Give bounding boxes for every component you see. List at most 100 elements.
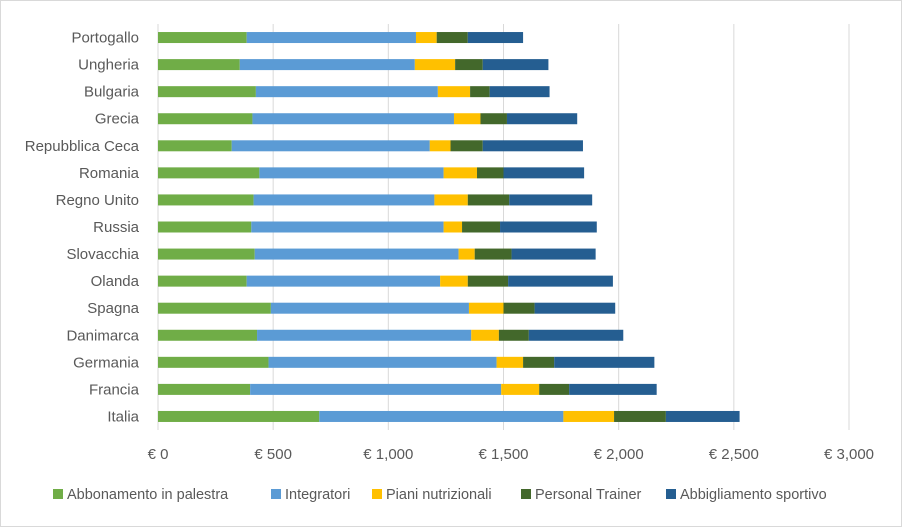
bar-olanda-series-0 (158, 275, 247, 287)
bar-grecia-series-4 (506, 113, 578, 125)
category-label: Italia (107, 408, 139, 425)
category-label: Slovacchia (66, 246, 139, 263)
bar-grecia-series-3 (480, 113, 507, 125)
bar-olanda-series-2 (440, 275, 468, 287)
bar-ungheria-series-1 (239, 59, 415, 71)
bar-regno-unito-series-3 (467, 194, 510, 206)
bar-francia-series-1 (250, 383, 502, 395)
legend-swatch (372, 489, 382, 499)
legend-label: Abbonamento in palestra (67, 487, 229, 503)
bar-italia-series-0 (158, 410, 320, 422)
x-tick-label: € 0 (148, 446, 169, 463)
category-label: Russia (93, 219, 140, 236)
bar-portogallo-series-4 (467, 32, 524, 44)
bar-francia-series-4 (569, 383, 657, 395)
x-tick-label: € 1,500 (478, 446, 528, 463)
category-label: Bulgaria (84, 84, 140, 101)
category-label: Romania (79, 165, 140, 182)
bar-bulgaria-series-4 (489, 86, 550, 98)
bar-italia-series-1 (319, 410, 564, 422)
bar-regno-unito-series-4 (509, 194, 593, 206)
x-tick-label: € 2,500 (709, 446, 759, 463)
bar-bulgaria-series-0 (158, 86, 256, 98)
category-label: Ungheria (78, 57, 140, 74)
legend-label: Piani nutrizionali (386, 487, 492, 503)
bar-germania-series-3 (523, 356, 555, 368)
category-label: Portogallo (71, 30, 139, 47)
bar-regno-unito-series-2 (434, 194, 468, 206)
bar-danimarca-series-1 (257, 329, 472, 341)
bar-portogallo-series-2 (415, 32, 437, 44)
bar-spagna-series-4 (534, 302, 616, 314)
category-label: Francia (89, 381, 140, 398)
bar-russia-series-0 (158, 221, 252, 233)
bar-ungheria-series-2 (414, 59, 456, 71)
bar-romania-series-0 (158, 167, 260, 179)
bars-group (158, 32, 740, 422)
bar-italia-series-4 (665, 410, 740, 422)
bar-portogallo-series-0 (158, 32, 247, 44)
category-label: Germania (73, 354, 140, 371)
legend-swatch (271, 489, 281, 499)
bar-spagna-series-3 (503, 302, 535, 314)
bar-francia-series-3 (539, 383, 570, 395)
bar-slovacchia-series-4 (511, 248, 596, 260)
bar-danimarca-series-0 (158, 329, 258, 341)
bar-repubblica-ceca-series-2 (429, 140, 451, 152)
bar-romania-series-1 (259, 167, 444, 179)
bar-olanda-series-4 (508, 275, 613, 287)
bar-germania-series-0 (158, 356, 269, 368)
bar-spagna-series-0 (158, 302, 271, 314)
bar-italia-series-3 (614, 410, 666, 422)
bar-slovacchia-series-3 (474, 248, 512, 260)
bar-russia-series-1 (251, 221, 444, 233)
bar-germania-series-4 (554, 356, 655, 368)
bar-bulgaria-series-1 (255, 86, 438, 98)
bar-bulgaria-series-3 (470, 86, 490, 98)
category-label: Spagna (87, 300, 139, 317)
bar-grecia-series-1 (252, 113, 454, 125)
bar-ungheria-series-3 (455, 59, 483, 71)
bar-germania-series-2 (496, 356, 524, 368)
bar-russia-series-2 (443, 221, 463, 233)
x-tick-label: € 2,000 (594, 446, 644, 463)
bar-repubblica-ceca-series-0 (158, 140, 232, 152)
bar-russia-series-3 (462, 221, 501, 233)
bar-russia-series-4 (500, 221, 597, 233)
category-label: Olanda (91, 273, 140, 290)
legend-label: Personal Trainer (535, 487, 642, 503)
x-tick-label: € 3,000 (824, 446, 874, 463)
legend: Abbonamento in palestra Integratori Piani … (53, 487, 827, 503)
bar-danimarca-series-3 (498, 329, 529, 341)
bar-olanda-series-1 (246, 275, 441, 287)
bar-bulgaria-series-2 (437, 86, 471, 98)
category-label: Grecia (95, 111, 140, 128)
bar-slovacchia-series-0 (158, 248, 255, 260)
bar-repubblica-ceca-series-1 (231, 140, 430, 152)
bar-francia-series-2 (501, 383, 540, 395)
bar-romania-series-4 (503, 167, 585, 179)
bar-slovacchia-series-2 (458, 248, 475, 260)
bar-danimarca-series-4 (528, 329, 624, 341)
category-label: Regno Unito (56, 192, 139, 209)
x-tick-labels: € 0 € 500 € 1,000 € 1,500 € 2,000 € 2,500 € 3,… (148, 446, 874, 463)
x-tick-label: € 500 (254, 446, 292, 463)
legend-swatch (53, 489, 63, 499)
category-label: Repubblica Ceca (25, 138, 140, 155)
bar-germania-series-1 (268, 356, 497, 368)
bar-italia-series-2 (563, 410, 615, 422)
category-labels: Italia Francia Germania Danimarca Spagna Olan… (25, 30, 140, 426)
bar-regno-unito-series-0 (158, 194, 254, 206)
bar-ungheria-series-0 (158, 59, 240, 71)
bar-spagna-series-2 (468, 302, 504, 314)
bar-regno-unito-series-1 (253, 194, 435, 206)
bar-repubblica-ceca-series-4 (482, 140, 583, 152)
bar-repubblica-ceca-series-3 (450, 140, 483, 152)
legend-swatch (521, 489, 531, 499)
x-tick-label: € 1,000 (363, 446, 413, 463)
legend-label: Abbigliamento sportivo (680, 487, 827, 503)
bar-romania-series-3 (477, 167, 504, 179)
bar-francia-series-0 (158, 383, 251, 395)
bar-olanda-series-3 (467, 275, 509, 287)
